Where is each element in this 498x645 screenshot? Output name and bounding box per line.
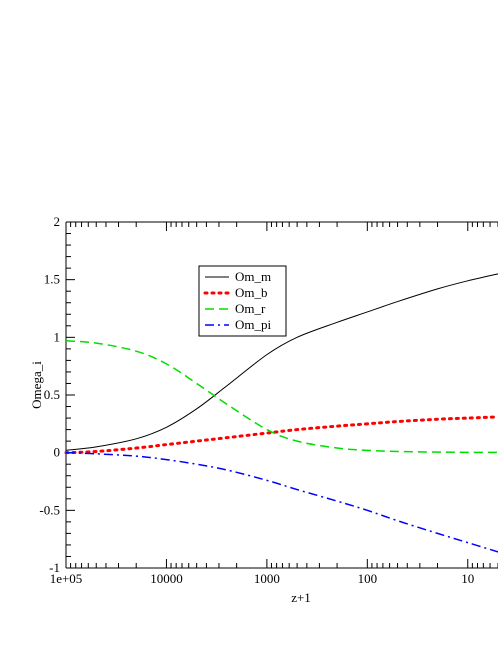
y-tick-label: -0.5 [39, 502, 60, 517]
x-tick-label: 1e+05 [50, 571, 83, 586]
tick-labels: 1e+05 10000 1000 100 10 -1 -0.5 0 0.5 1 1.5 2 [39, 214, 474, 586]
series-lines [64, 273, 498, 553]
legend-label: Om_m [235, 269, 271, 284]
y-axis-title: Omega_i [29, 361, 44, 409]
series-line-om-b [64, 415, 498, 455]
legend-label: Om_pi [235, 317, 272, 332]
y-tick-label: 1 [54, 329, 61, 344]
legend: Om_mOm_bOm_rOm_pi [198, 265, 287, 337]
x-axis-title: z+1 [291, 590, 311, 605]
x-tick-label: 10000 [150, 571, 183, 586]
y-tick-label: 0.5 [44, 387, 60, 402]
series-line-om-pi [65, 451, 498, 553]
x-tick-label: 10 [461, 571, 474, 586]
x-tick-label: 100 [358, 571, 378, 586]
x-tick-label: 1000 [254, 571, 280, 586]
series-line-om-m [65, 273, 498, 451]
legend-label: Om_r [235, 301, 266, 316]
y-tick-label: -1 [49, 560, 60, 575]
y-tick-label: 1.5 [44, 272, 60, 287]
y-tick-label: 0 [54, 445, 61, 460]
axis-ticks [65, 221, 498, 569]
legend-label: Om_b [235, 285, 268, 300]
series-line-om-r [65, 340, 498, 454]
y-tick-label: 2 [54, 214, 61, 229]
